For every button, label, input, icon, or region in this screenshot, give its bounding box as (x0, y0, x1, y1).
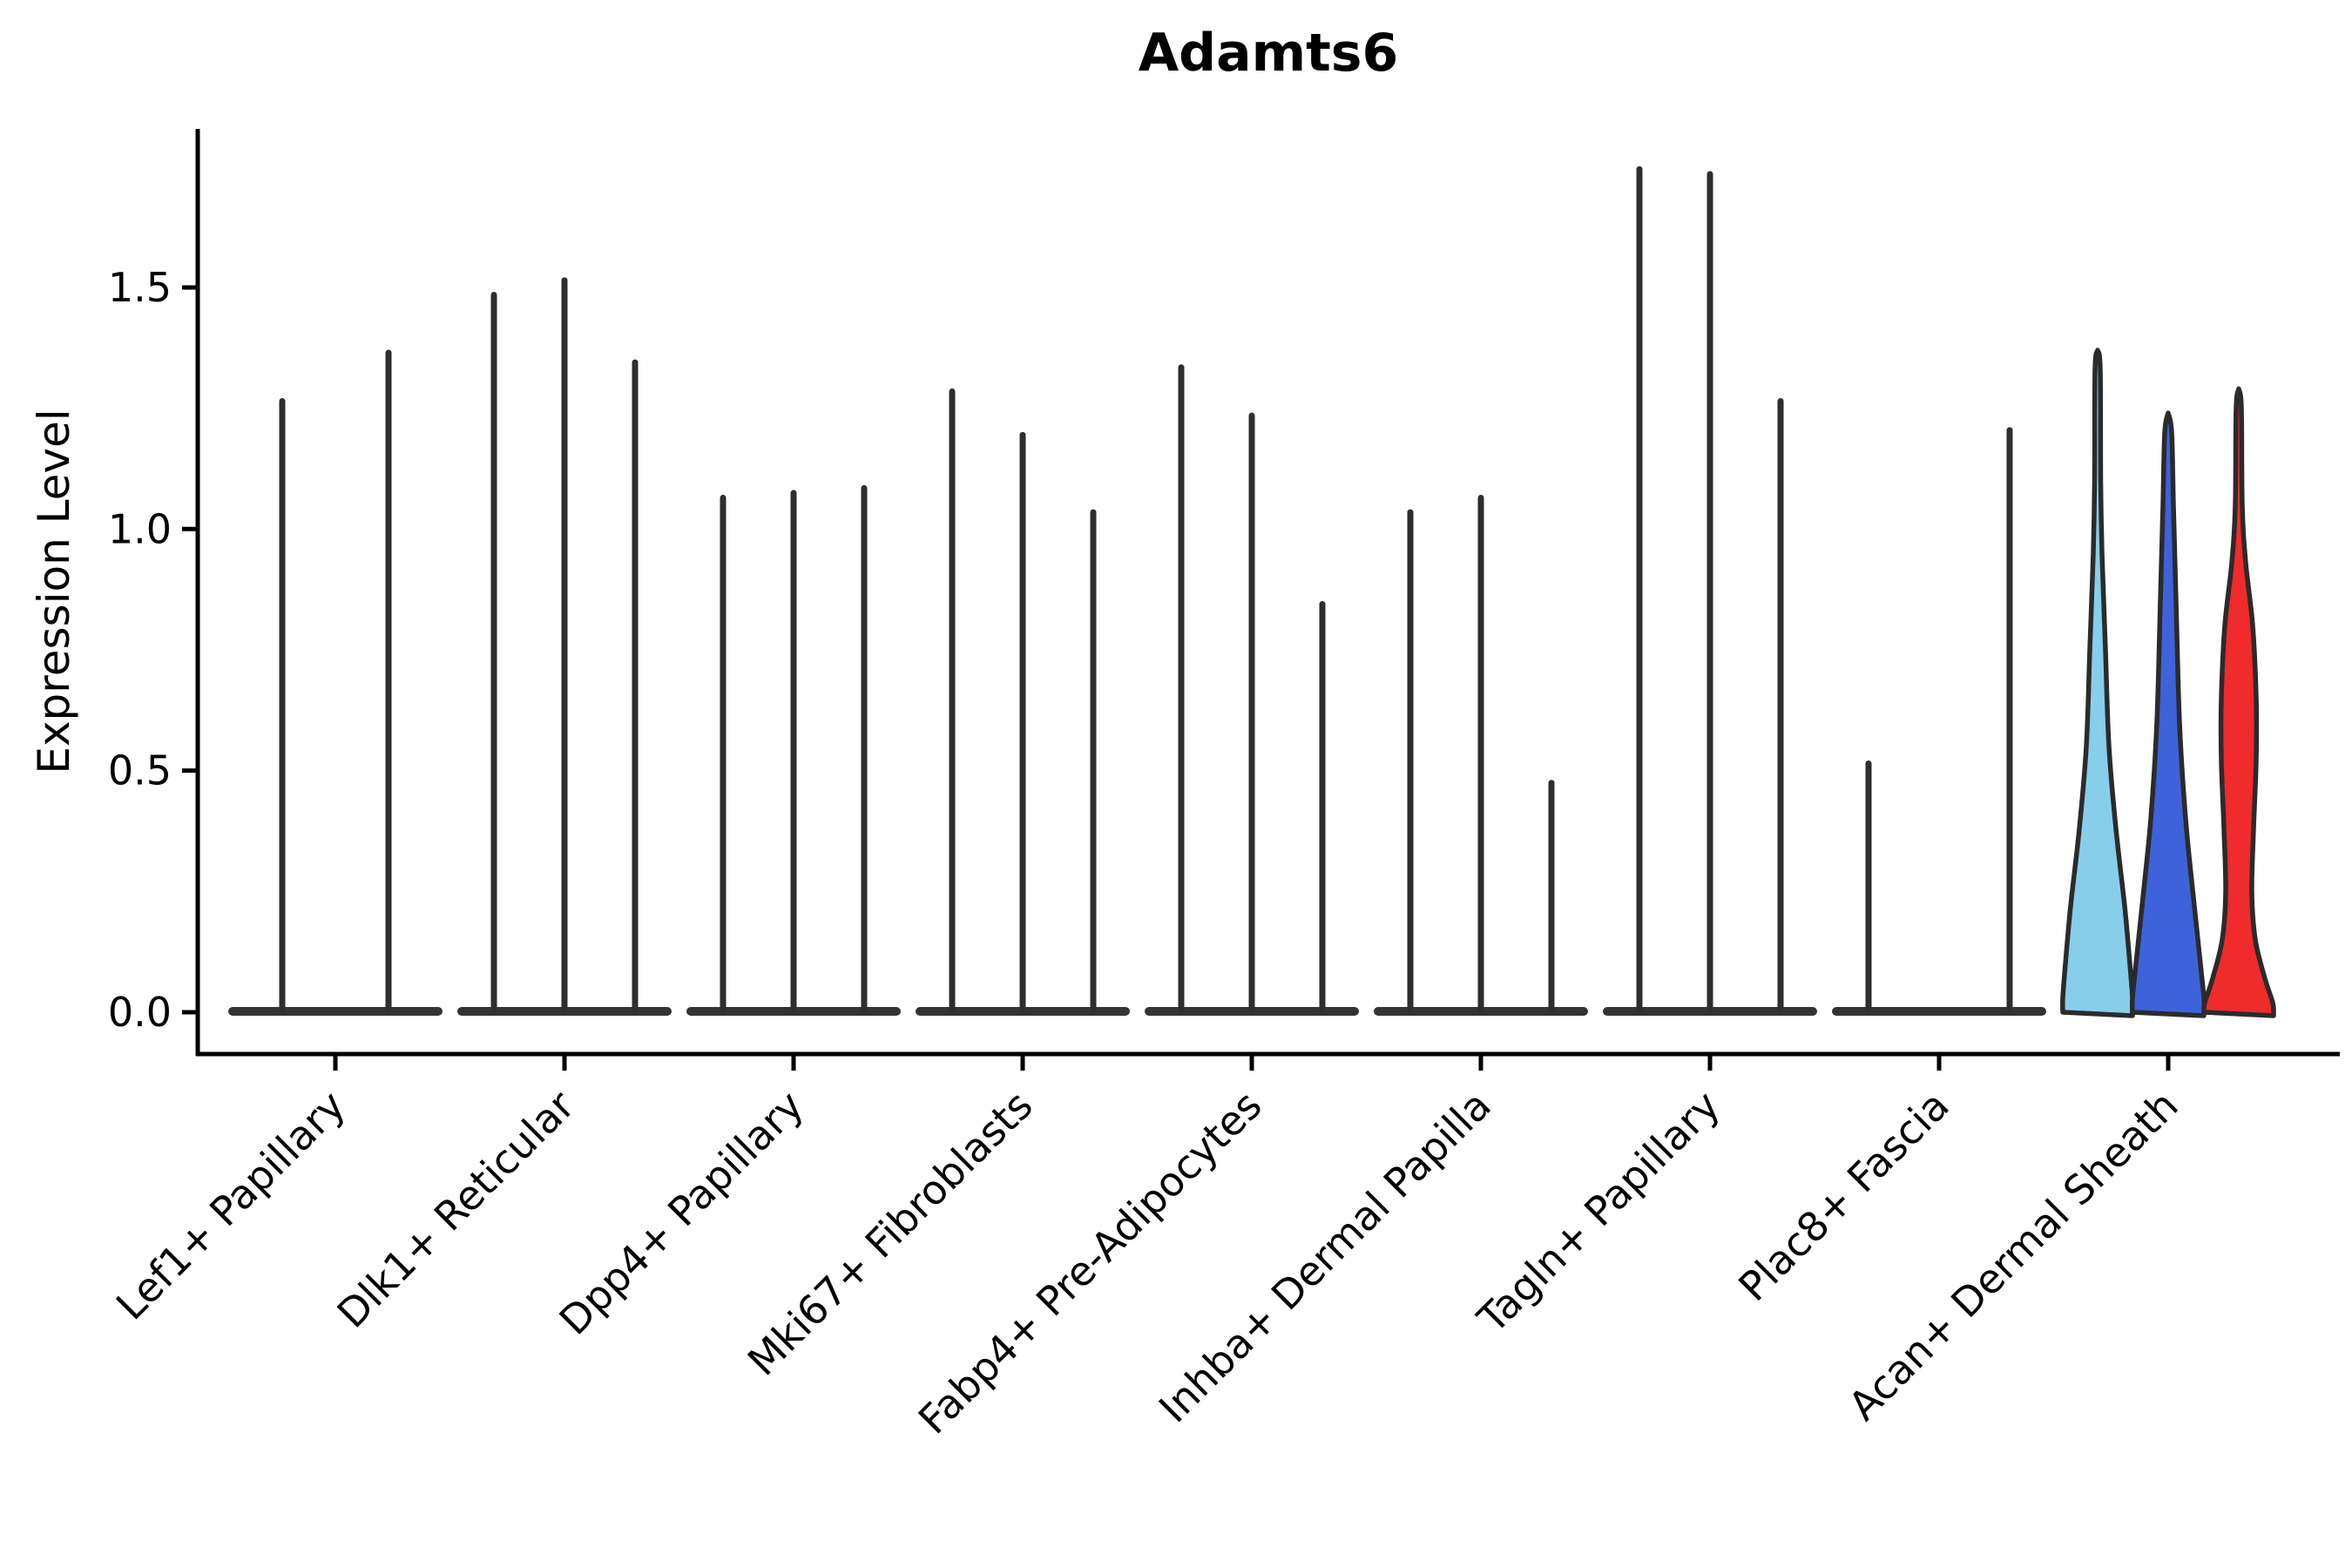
chart-title: Adamts6 (1138, 23, 1399, 84)
violin-body (2201, 386, 2276, 1018)
violin-body (2060, 348, 2135, 1018)
x-tick-label: Dlk1+ Reticular (328, 1082, 584, 1337)
y-tick-label: 0.0 (108, 989, 172, 1036)
x-tick-label: Plac8+ Fascia (1729, 1082, 1957, 1310)
x-tick-label: Tagln+ Papillary (1468, 1082, 1729, 1343)
violin-body (2129, 410, 2207, 1018)
y-tick-label: 0.5 (108, 747, 172, 794)
y-tick-label: 1.0 (108, 505, 172, 552)
y-tick-label: 1.5 (108, 264, 172, 311)
x-tick-label: Lef1+ Papillary (107, 1082, 355, 1329)
x-tick-label: Dpp4+ Papillary (551, 1082, 813, 1344)
